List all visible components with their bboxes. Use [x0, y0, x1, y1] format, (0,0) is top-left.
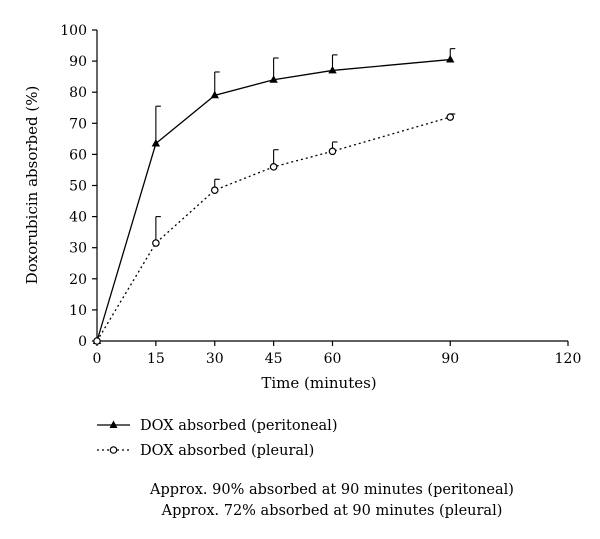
legend: DOX absorbed (peritoneal) DOX absorbed (…: [97, 418, 337, 459]
legend-marker-peritoneal: [109, 420, 118, 428]
legend-item-peritoneal: DOX absorbed (peritoneal): [97, 418, 337, 434]
y-tick-label: 50: [69, 179, 87, 195]
x-tick-label: 60: [324, 351, 342, 367]
point-peritoneal: [328, 65, 337, 74]
axes: [96, 30, 568, 342]
x-tick-label: 90: [441, 351, 459, 367]
point-peritoneal: [269, 75, 278, 83]
point-pleural: [446, 113, 455, 121]
point-peritoneal: [446, 55, 455, 63]
x-tick-label: 120: [555, 351, 582, 367]
point-pleural: [328, 147, 337, 156]
x-tick-label: 45: [265, 351, 283, 367]
x-axis-title: Time (minutes): [261, 374, 376, 392]
y-tick-label: 40: [69, 210, 87, 226]
series-lines: [96, 58, 451, 342]
x-tick-label: 15: [147, 351, 165, 367]
point-peritoneal: [151, 139, 161, 147]
legend-label-peritoneal: DOX absorbed (peritoneal): [140, 418, 337, 434]
y-tick-label: 30: [69, 241, 87, 257]
annotation-pleural: Approx. 72% absorbed at 90 minutes (pleu…: [161, 503, 503, 519]
y-ticks: 0 10 20 30 40 50 60 70 80 90 100: [60, 23, 97, 350]
y-tick-label: 20: [69, 272, 87, 288]
legend-item-pleural: DOX absorbed (pleural): [97, 443, 314, 459]
series-markers: [92, 55, 455, 345]
point-peritoneal: [210, 90, 219, 99]
point-pleural: [93, 337, 101, 345]
legend-marker-pleural: [109, 446, 118, 454]
error-bars: [155, 48, 456, 244]
x-ticks: 0 15 30 45 60 90 120: [93, 341, 582, 367]
y-tick-label: 80: [69, 85, 87, 101]
y-tick-label: 100: [60, 23, 87, 39]
annotations: Approx. 90% absorbed at 90 minutes (peri…: [149, 482, 514, 519]
x-tick-label: 30: [206, 351, 224, 367]
point-pleural: [210, 186, 219, 194]
y-tick-label: 0: [78, 334, 87, 350]
series-line-pleural: [96, 116, 451, 342]
legend-label-pleural: DOX absorbed (pleural): [140, 443, 314, 459]
y-tick-label: 10: [69, 303, 87, 319]
point-pleural: [269, 163, 278, 171]
point-pleural: [152, 239, 160, 247]
series-line-peritoneal: [96, 58, 451, 342]
y-tick-label: 90: [69, 54, 87, 70]
y-axis-title: Doxorubicin absorbed (%): [23, 86, 41, 285]
x-tick-label: 0: [93, 351, 102, 367]
y-tick-label: 70: [69, 116, 87, 132]
y-tick-label: 60: [69, 147, 87, 163]
annotation-peritoneal: Approx. 90% absorbed at 90 minutes (peri…: [149, 482, 514, 498]
